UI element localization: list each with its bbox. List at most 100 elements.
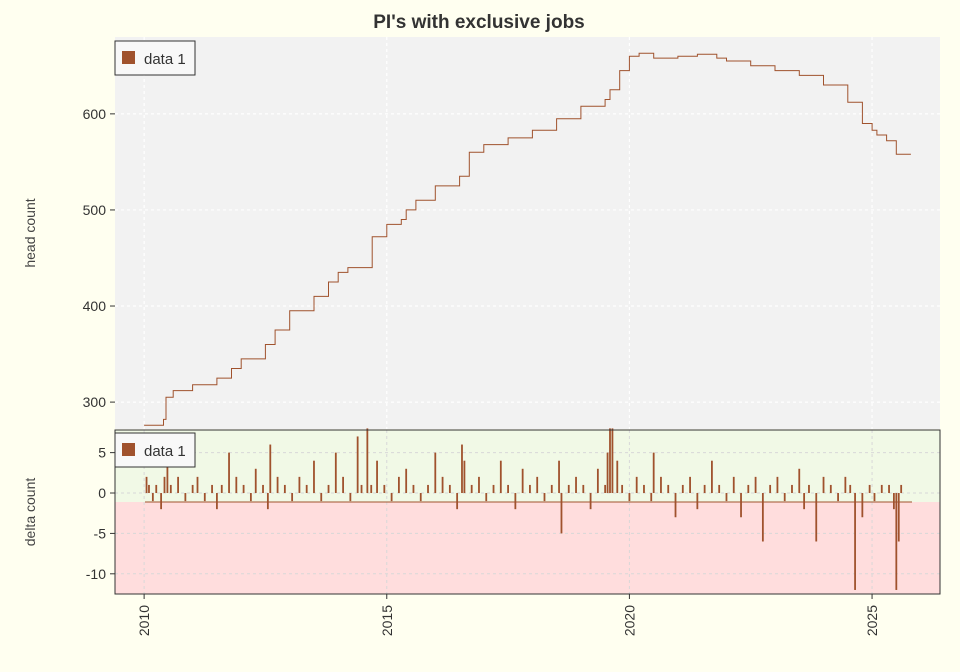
delta-bar: [703, 484, 706, 494]
delta-bar: [349, 493, 352, 502]
delta-bar: [521, 468, 524, 494]
delta-bar: [298, 476, 301, 494]
delta-bar: [582, 484, 585, 494]
delta-bar: [485, 493, 488, 502]
delta-bar: [606, 452, 609, 494]
head-count-line: [144, 52, 911, 426]
delta-bar: [203, 493, 206, 502]
delta-bar: [262, 484, 264, 494]
delta-bars: [145, 428, 903, 590]
delta-bar: [783, 493, 786, 502]
delta-bar: [667, 484, 670, 494]
delta-bar: [419, 493, 422, 502]
delta-bar: [604, 484, 607, 494]
delta-bar: [776, 476, 779, 494]
delta-bar: [390, 493, 393, 502]
delta-bar: [560, 493, 563, 534]
delta-bar: [589, 493, 592, 510]
delta-bar: [829, 484, 832, 494]
delta-bar: [216, 493, 218, 510]
delta-bar: [499, 460, 502, 494]
delta-bar: [235, 476, 238, 494]
delta-bar: [900, 484, 903, 494]
delta-bar: [249, 493, 252, 502]
delta-bar: [536, 476, 539, 494]
delta-bar: [747, 484, 750, 494]
bottom-y-tick-label: -10: [86, 566, 106, 582]
delta-bar: [283, 484, 286, 494]
delta-bar: [427, 484, 429, 494]
delta-bar: [643, 484, 645, 494]
delta-bar: [360, 484, 363, 494]
delta-bar: [242, 484, 245, 494]
delta-bar: [868, 484, 871, 494]
delta-bar: [616, 460, 619, 494]
bottom-legend: data 1: [114, 432, 196, 468]
delta-bar: [718, 484, 721, 494]
chart-title: PI's with exclusive jobs: [373, 12, 585, 33]
delta-bar: [448, 484, 451, 494]
delta-bar: [803, 493, 806, 510]
bottom-y-axis-label: delta count: [22, 478, 38, 547]
delta-bar: [397, 476, 400, 494]
top-y-tick-label: 500: [83, 202, 107, 218]
delta-bar: [470, 484, 473, 494]
delta-bar: [822, 476, 825, 494]
delta-bar: [873, 493, 876, 502]
delta-bar: [383, 484, 386, 494]
delta-bar: [305, 484, 308, 494]
delta-bar: [844, 476, 847, 494]
delta-bar: [434, 452, 437, 494]
delta-bar: [342, 476, 344, 494]
delta-bar: [837, 493, 839, 502]
delta-bar: [769, 484, 772, 494]
delta-bar: [611, 428, 614, 494]
delta-bar: [166, 452, 169, 494]
top-y-tick-label: 300: [83, 394, 107, 410]
delta-bar: [754, 476, 757, 494]
delta-bar: [543, 493, 546, 502]
delta-bar: [681, 484, 684, 494]
top-panel-grid: [115, 37, 940, 429]
delta-bar: [895, 493, 898, 590]
delta-bar: [291, 493, 294, 502]
top-panel: 300 400 500 600 head count data 1: [22, 37, 940, 429]
delta-bar: [313, 460, 315, 494]
delta-bar: [791, 484, 793, 494]
delta-bar: [808, 484, 810, 494]
delta-bar: [148, 484, 150, 494]
bottom-legend-swatch: [122, 443, 135, 456]
top-y-tick-label: 600: [83, 106, 107, 122]
x-tick-label: 2025: [864, 605, 880, 636]
delta-bar: [558, 460, 560, 494]
delta-bar: [327, 484, 330, 494]
delta-bar: [160, 493, 163, 510]
delta-bar: [650, 493, 653, 502]
positive-band: [115, 430, 940, 502]
delta-bar: [507, 484, 509, 494]
delta-bar: [334, 452, 337, 494]
negative-band: [115, 502, 940, 594]
bottom-panel-y-ticks: -10 -5 0 5: [86, 445, 115, 582]
bottom-panel: -10 -5 0 5 delta count data 1: [22, 428, 941, 595]
delta-bar: [196, 476, 199, 494]
top-panel-background: [115, 37, 940, 429]
delta-bar: [184, 493, 187, 502]
delta-bar: [320, 493, 323, 502]
delta-bar: [609, 428, 611, 494]
delta-bar: [660, 476, 662, 494]
delta-bar: [628, 493, 631, 502]
delta-bar: [575, 476, 577, 494]
delta-bar: [276, 476, 279, 494]
delta-bar: [854, 493, 856, 590]
x-tick-label: 2015: [379, 605, 395, 636]
delta-bar: [220, 484, 223, 494]
delta-bar: [151, 493, 154, 502]
delta-bar: [163, 476, 166, 494]
x-tick-label: 2010: [136, 605, 152, 636]
delta-bar: [892, 493, 895, 510]
delta-bar: [211, 484, 213, 494]
delta-bar: [849, 484, 852, 494]
bottom-legend-label: data 1: [144, 443, 186, 460]
delta-bar: [897, 493, 900, 542]
